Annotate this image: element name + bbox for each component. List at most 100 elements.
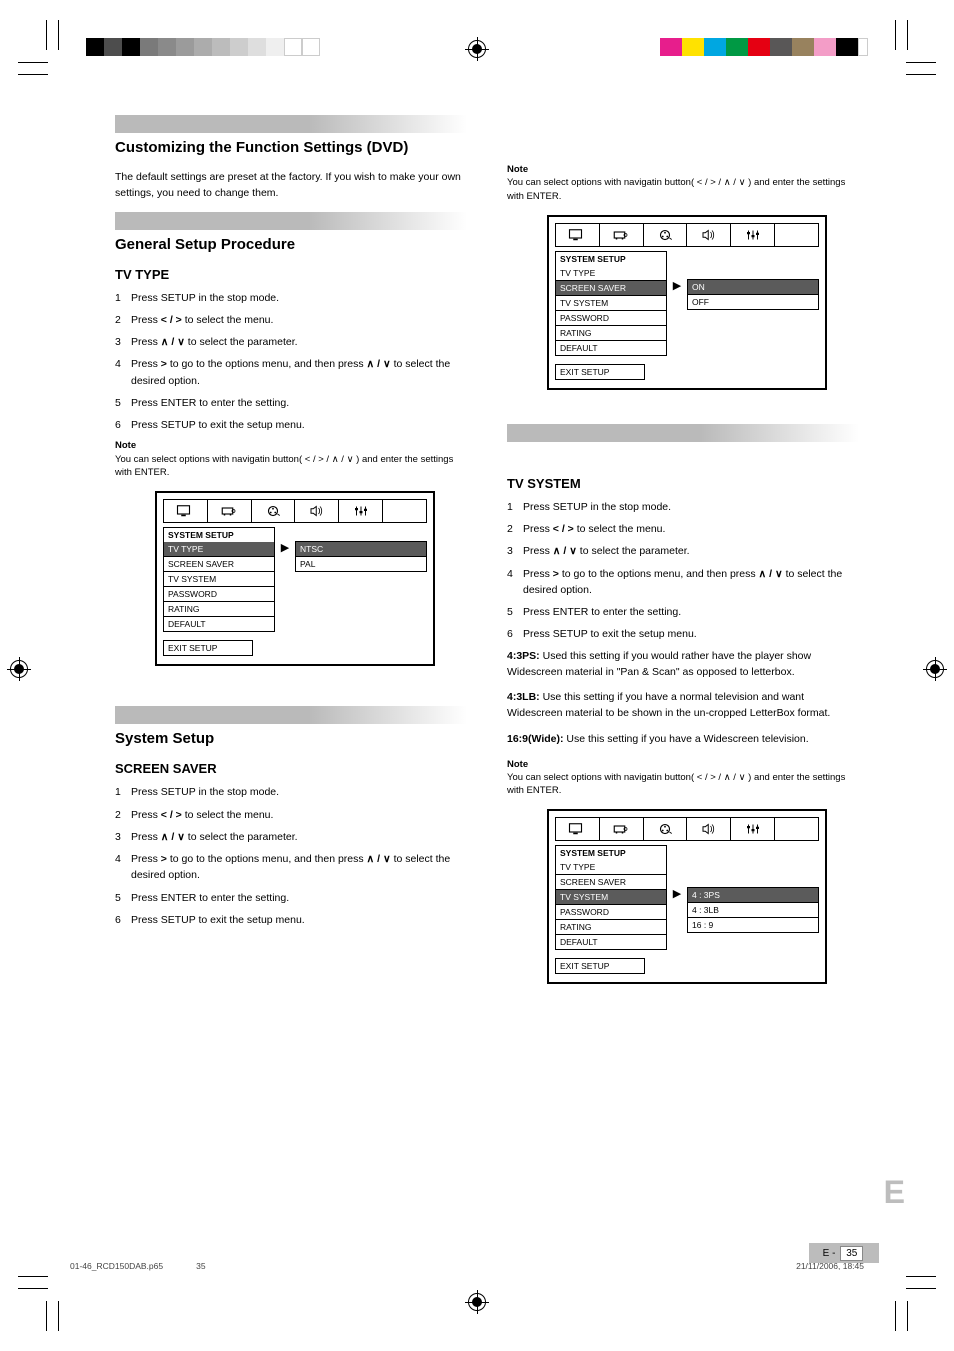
step-number: 1 — [115, 784, 131, 800]
note: Note You can select options with navigat… — [507, 758, 859, 798]
subheading-tv-type: TV TYPE — [115, 267, 467, 282]
osd-menu-item: TV TYPE — [163, 542, 275, 557]
step-text: Press SETUP to exit the setup menu. — [131, 417, 467, 433]
step: 6Press SETUP to exit the setup menu. — [115, 417, 467, 433]
osd-exit-label: EXIT SETUP — [163, 640, 253, 656]
step-number: 5 — [115, 890, 131, 906]
osd-tab-row — [163, 499, 427, 523]
note-text: You can select options with navigatin bu… — [115, 454, 453, 478]
osd-tab-row — [555, 223, 819, 247]
osd-arrow-icon: ▶ — [671, 279, 683, 292]
osd-menu-item: SCREEN SAVER — [555, 875, 667, 890]
step-number: 1 — [115, 290, 131, 306]
osd-figure: SYSTEM SETUPTV TYPESCREEN SAVERTV SYSTEM… — [155, 491, 435, 666]
note: Note You can select options with navigat… — [115, 439, 467, 479]
step: 5Press ENTER to enter the setting. — [115, 890, 467, 906]
step: 3Press ∧ / ∨ to select the parameter. — [507, 543, 859, 559]
option-desc: 4:3PS: Used this setting if you would ra… — [507, 649, 859, 681]
color-swatch — [140, 38, 158, 56]
step: 1Press SETUP in the stop mode. — [115, 784, 467, 800]
option-label: 4:3LB: — [507, 691, 540, 703]
step-text: Press SETUP in the stop mode. — [131, 290, 467, 306]
osd-options: NTSCPAL — [295, 541, 427, 572]
osd-menu: SYSTEM SETUPTV TYPESCREEN SAVERTV SYSTEM… — [163, 527, 275, 632]
osd-menu-item: PASSWORD — [163, 587, 275, 602]
color-swatch — [748, 38, 770, 56]
note-label: Note — [115, 440, 136, 451]
steps-list: 1Press SETUP in the stop mode.2Press < /… — [115, 290, 467, 434]
step-text: Press < / > to select the menu. — [131, 312, 467, 328]
color-swatch — [266, 38, 284, 56]
step-number: 4 — [507, 566, 523, 599]
option-label: 16:9(Wide): — [507, 733, 564, 745]
step-text: Press SETUP to exit the setup menu. — [523, 626, 859, 642]
section-letter-large: E — [884, 1174, 905, 1211]
step-text: Press ENTER to enter the setting. — [131, 890, 467, 906]
osd-tab-blank — [383, 500, 426, 522]
footer-filename: 01-46_RCD150DAB.p65 — [70, 1261, 163, 1271]
step-number: 4 — [115, 356, 131, 389]
color-swatch — [660, 38, 682, 56]
osd-options: 4 : 3PS4 : 3LB16 : 9 — [687, 887, 819, 933]
color-swatch — [284, 38, 302, 56]
step-number: 6 — [115, 417, 131, 433]
osd-tab-speaker-icon — [687, 818, 731, 840]
step-number: 2 — [507, 521, 523, 537]
osd-tab-spool-icon — [252, 500, 296, 522]
step-number: 3 — [115, 829, 131, 845]
step: 2Press < / > to select the menu. — [507, 521, 859, 537]
osd-figure: SYSTEM SETUPTV TYPESCREEN SAVERTV SYSTEM… — [547, 215, 827, 390]
osd-menu-item: PASSWORD — [555, 311, 667, 326]
osd-menu-header: SYSTEM SETUP — [163, 527, 275, 542]
color-swatch — [770, 38, 792, 56]
option-desc: 16:9(Wide): Use this setting if you have… — [507, 732, 859, 748]
note-label: Note — [507, 759, 528, 770]
color-swatch — [230, 38, 248, 56]
step-text: Press ∧ / ∨ to select the parameter. — [131, 829, 467, 845]
osd-menu-item: TV TYPE — [555, 860, 667, 875]
step: 4Press > to go to the options menu, and … — [115, 851, 467, 884]
step-number: 5 — [115, 395, 131, 411]
osd-menu: SYSTEM SETUPTV TYPESCREEN SAVERTV SYSTEM… — [555, 251, 667, 356]
osd-menu: SYSTEM SETUPTV TYPESCREEN SAVERTV SYSTEM… — [555, 845, 667, 950]
step-text: Press > to go to the options menu, and t… — [523, 566, 859, 599]
step-number: 2 — [115, 807, 131, 823]
note: Note You can select options with navigat… — [507, 163, 859, 203]
step: 1Press SETUP in the stop mode. — [115, 290, 467, 306]
note-text: You can select options with navigatin bu… — [507, 772, 845, 796]
osd-tab-row — [555, 817, 819, 841]
color-swatch — [194, 38, 212, 56]
footer-filestamp: 01-46_RCD150DAB.p65 35 — [70, 1261, 206, 1271]
osd-menu-item: PASSWORD — [555, 905, 667, 920]
osd-menu-item: TV SYSTEM — [555, 296, 667, 311]
osd-exit-label: EXIT SETUP — [555, 364, 645, 380]
section-title: General Setup Procedure — [115, 236, 467, 253]
osd-tab-sliders-icon — [731, 818, 775, 840]
osd-body: SYSTEM SETUPTV TYPESCREEN SAVERTV SYSTEM… — [555, 845, 819, 950]
step-text: Press ∧ / ∨ to select the parameter. — [131, 334, 467, 350]
step-number: 2 — [115, 312, 131, 328]
color-swatch — [792, 38, 814, 56]
osd-tab-projector-icon — [208, 500, 252, 522]
osd-option-item: ON — [687, 279, 819, 295]
osd-option-item: OFF — [687, 295, 819, 310]
color-swatch — [212, 38, 230, 56]
osd-menu-item: RATING — [555, 326, 667, 341]
osd-tab-blank — [775, 818, 818, 840]
step-text: Press SETUP to exit the setup menu. — [131, 912, 467, 928]
osd-menu-item: TV SYSTEM — [555, 890, 667, 905]
page-content: Customizing the Function Settings (DVD) … — [115, 115, 859, 1241]
osd-menu-item: RATING — [555, 920, 667, 935]
osd-option-item: 4 : 3LB — [687, 903, 819, 918]
step: 2Press < / > to select the menu. — [115, 312, 467, 328]
osd-tab-spool-icon — [644, 818, 688, 840]
osd-option-item: 16 : 9 — [687, 918, 819, 933]
osd-menu-header: SYSTEM SETUP — [555, 845, 667, 860]
step: 1Press SETUP in the stop mode. — [507, 499, 859, 515]
osd-tab-tv-icon — [164, 500, 208, 522]
osd-menu-item: TV TYPE — [555, 266, 667, 281]
osd-menu-item: SCREEN SAVER — [555, 281, 667, 296]
color-swatch — [682, 38, 704, 56]
color-swatch — [104, 38, 122, 56]
step: 3Press ∧ / ∨ to select the parameter. — [115, 334, 467, 350]
